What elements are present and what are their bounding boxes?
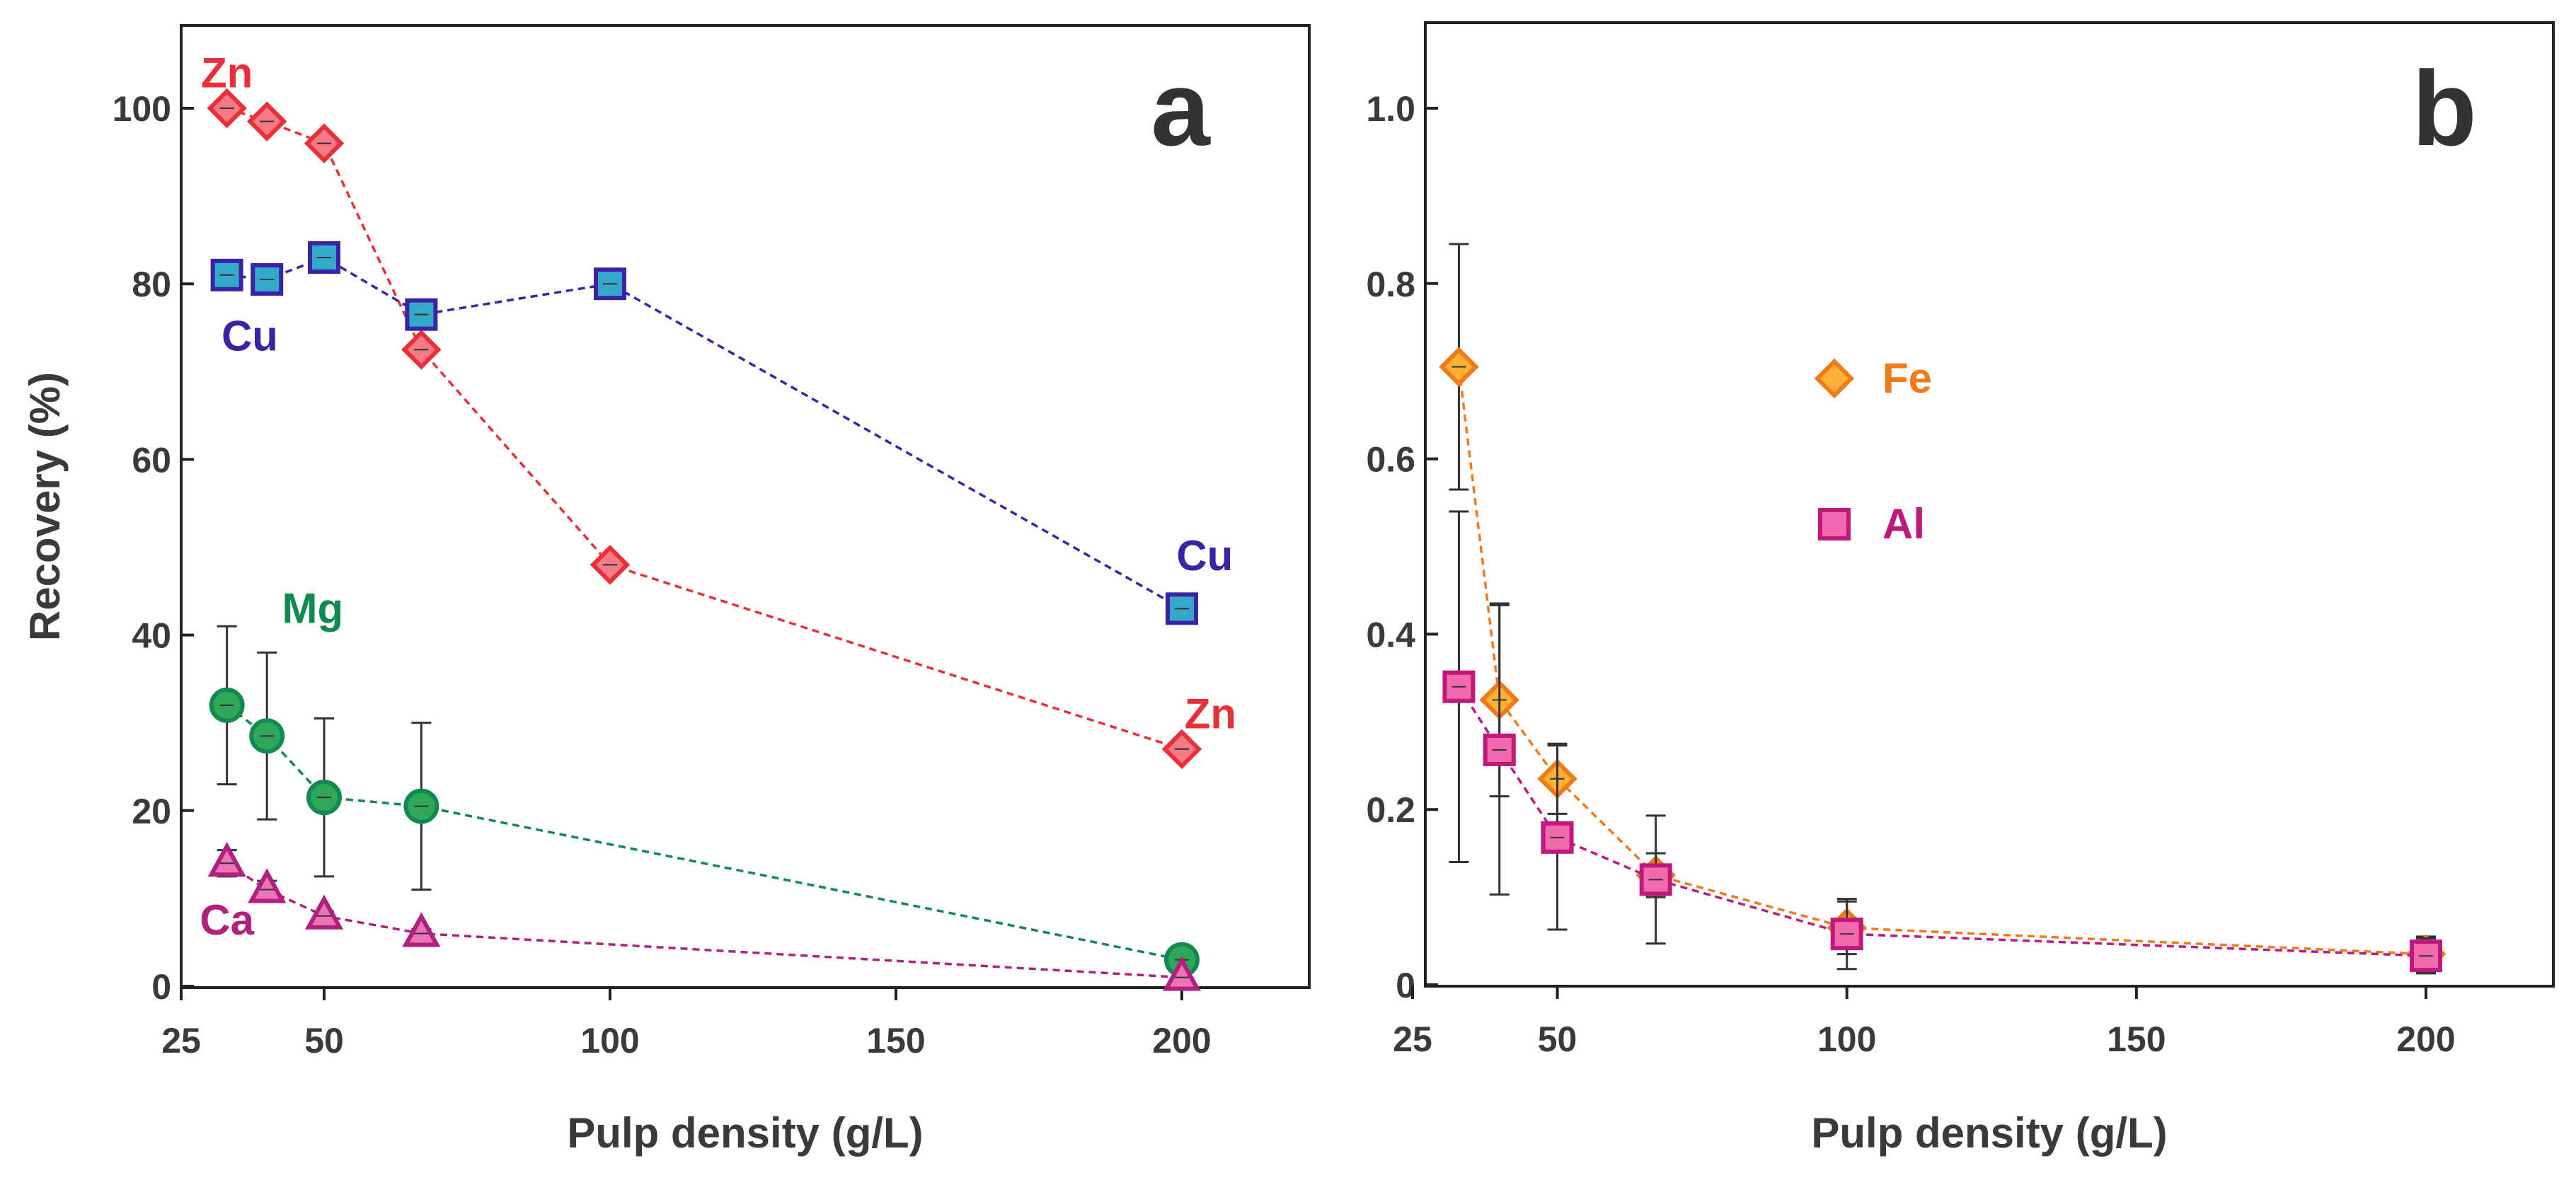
x-tick-label: 100 (580, 1021, 639, 1060)
y-tick-label: 0 (1396, 966, 1415, 1005)
plot-frame (180, 24, 1311, 989)
series-fe (1439, 243, 2446, 974)
x-axis-label: Pulp density (g/L) (567, 1109, 923, 1157)
y-tick-label: 100 (113, 89, 171, 129)
x-tick-label: 200 (2396, 1019, 2455, 1059)
data-point (594, 267, 626, 301)
y-tick-label: 0 (151, 967, 171, 1007)
data-point (405, 298, 438, 331)
legend-marker-fe (1814, 358, 1855, 399)
y-tick-label: 20 (132, 792, 171, 831)
legend-marker-al (1818, 508, 1851, 540)
panel-a: 0 20 40 60 80 100 25 50 100 150 200 Pulp density (g… (21, 24, 1311, 1157)
annotation-ca: Ca (200, 896, 254, 944)
y-tick-label: 40 (132, 616, 171, 656)
y-tick-label: 0.4 (1366, 615, 1415, 654)
data-point (1639, 863, 1672, 896)
x-tick-label: 25 (1393, 1019, 1432, 1059)
series-line (1457, 686, 2427, 957)
x-tick-label: 50 (304, 1021, 344, 1060)
y-tick-label: 80 (132, 265, 171, 304)
x-axis-label: Pulp density (g/L) (1811, 1109, 2167, 1157)
x-tick-label: 150 (2107, 1019, 2166, 1059)
x-tick-label: 200 (1152, 1021, 1211, 1060)
annotation-cu: Cu (222, 313, 278, 360)
x-tick-label: 100 (1817, 1019, 1876, 1059)
y-tick-label: 0.6 (1366, 440, 1415, 480)
plot-frame (1424, 21, 2555, 988)
x-tick-label: 25 (161, 1021, 201, 1060)
legend-label-al: Al (1882, 500, 1925, 548)
panel-b: 0 0.2 0.4 0.6 0.8 1.0 25 50 100 150 200 Pulp densit… (1366, 21, 2555, 1157)
panel-label: b (2412, 49, 2477, 168)
data-point (248, 868, 287, 903)
series-line (226, 256, 1183, 610)
series-al (1442, 510, 2442, 975)
data-point (207, 842, 246, 877)
series-line (226, 862, 1183, 979)
panel-label: a (1151, 49, 1211, 168)
annotation-zn: Zn (201, 49, 253, 96)
series-line (226, 704, 1183, 961)
data-point (304, 894, 344, 930)
x-tick-label: 50 (1538, 1019, 1577, 1059)
y-tick-label: 1.0 (1366, 89, 1415, 129)
series-line (226, 107, 1183, 751)
x-tick-label: 150 (866, 1021, 925, 1060)
annotation-zn: Zn (1185, 690, 1236, 737)
legend: Fe Al (1814, 354, 1932, 548)
annotation-cu: Cu (1176, 532, 1233, 579)
series-mg (209, 625, 1200, 978)
series-ca (207, 842, 1202, 991)
y-tick-label: 0.8 (1366, 265, 1415, 304)
data-point (1162, 956, 1202, 991)
y-tick-label: 60 (132, 440, 171, 480)
data-point (402, 912, 441, 947)
series-cu (210, 241, 1198, 625)
annotation-mg: Mg (282, 584, 344, 632)
legend-label-fe: Fe (1882, 354, 1932, 402)
series-line (1457, 366, 2427, 956)
series-zn (207, 88, 1202, 770)
y-axis-label: Recovery (%) (21, 372, 69, 641)
y-tick-label: 0.2 (1366, 790, 1415, 830)
